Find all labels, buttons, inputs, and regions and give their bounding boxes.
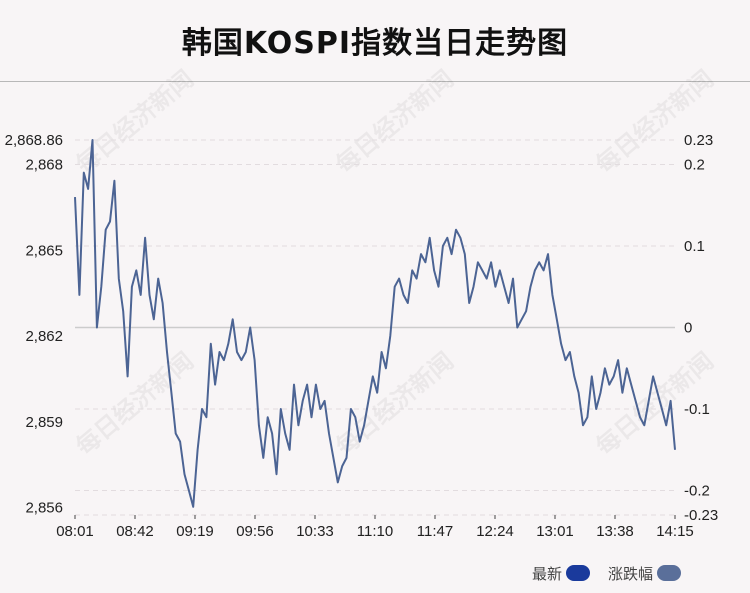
title-divider	[0, 81, 750, 82]
right-tick-label: 0.2	[684, 156, 705, 173]
x-axis: 08:01 08:42 09:19 09:56 10:33 11:10 11:47 12:24…	[56, 515, 694, 540]
left-tick-label: 2,868	[25, 157, 63, 174]
right-tick-label: 0.1	[684, 238, 705, 255]
x-tick-label: 11:47	[417, 523, 453, 540]
series	[74, 139, 676, 508]
legend-latest-label: 最新	[532, 564, 563, 583]
right-tick-label: -0.2	[684, 483, 710, 500]
left-tick-label: 2,865	[25, 242, 63, 259]
x-tick-label: 14:15	[656, 523, 694, 540]
chart-title: 韩国KOSPI指数当日走势图	[181, 26, 569, 61]
watermark-text: 每日经济新闻	[331, 65, 459, 179]
right-tick-label: -0.1	[684, 401, 710, 418]
series-line-change	[74, 139, 676, 508]
x-tick-label: 13:38	[596, 523, 634, 540]
left-tick-label: 2,856	[25, 500, 63, 517]
legend-change-swatch	[657, 565, 682, 581]
x-tick-label: 12:24	[476, 523, 514, 540]
watermark-text: 每日经济新闻	[331, 347, 459, 461]
x-tick-label: 09:56	[236, 523, 274, 540]
legend-change-label: 涨跌幅	[608, 564, 654, 583]
x-tick-label: 10:33	[296, 523, 334, 540]
x-tick-label: 11:10	[357, 523, 393, 540]
x-tick-label: 13:01	[536, 523, 574, 540]
right-tick-label: 0.23	[684, 132, 713, 149]
left-tick-label: 2,868.86	[5, 132, 63, 149]
legend-latest-swatch	[566, 565, 591, 581]
left-axis: 2,868.86 2,868 2,865 2,862 2,859 2,856	[5, 132, 63, 517]
left-tick-label: 2,862	[25, 328, 63, 345]
legend-change[interactable]: 涨跌幅	[608, 563, 682, 583]
right-tick-label: -0.23	[684, 507, 718, 524]
legend-latest[interactable]: 最新	[532, 563, 591, 583]
x-tick-label: 08:42	[116, 523, 154, 540]
x-tick-label: 08:01	[56, 523, 94, 540]
right-axis: 0.23 0.2 0.1 0 -0.1 -0.2 -0.23	[684, 132, 718, 524]
right-tick-label: 0	[684, 320, 692, 337]
left-tick-label: 2,859	[25, 414, 63, 431]
x-tick-label: 09:19	[176, 523, 214, 540]
